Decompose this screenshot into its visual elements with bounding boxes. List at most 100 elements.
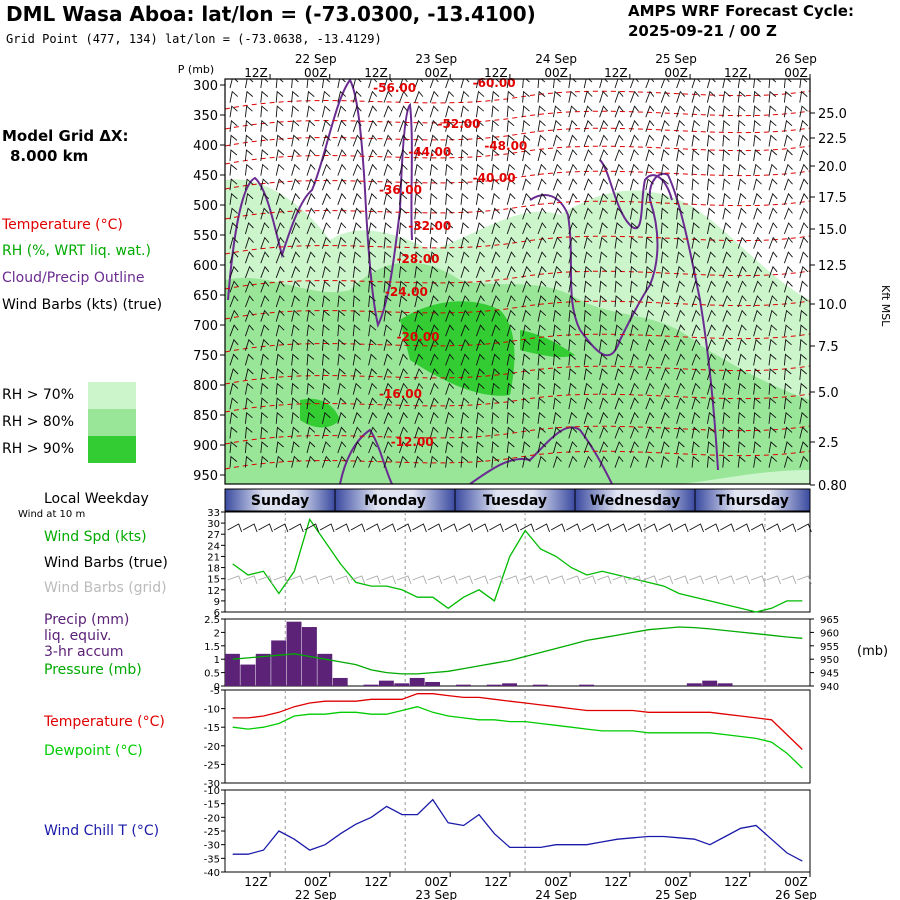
- wind-barb: [506, 134, 515, 147]
- wind-barb: [583, 207, 593, 220]
- weekday-label: Wednesday: [590, 493, 680, 509]
- wind-barb: [676, 338, 686, 351]
- wind-barb: [429, 79, 439, 89]
- wind-barb: [383, 295, 392, 308]
- wind-barb: [660, 280, 670, 293]
- wind-barb: [676, 105, 686, 118]
- wind-barb: [753, 455, 762, 468]
- wind-barb: [799, 411, 808, 424]
- wind-barb: [491, 105, 500, 118]
- wind-barb: [506, 163, 516, 176]
- wind-barb: [706, 192, 715, 205]
- wind-barb: [383, 192, 393, 205]
- wind-barb: [614, 382, 624, 395]
- wind-barb: [260, 382, 269, 395]
- temperature-contour: [225, 200, 810, 220]
- wind-barb: [568, 79, 577, 89]
- wind-barb: [583, 149, 593, 162]
- date-label-top: 24 Sep: [535, 52, 577, 66]
- wind-barb: [260, 236, 270, 249]
- wind-barb: [753, 178, 762, 191]
- wind-barb: [398, 295, 408, 308]
- wind-barb: [414, 338, 424, 351]
- surface-wind-barb-true: [258, 523, 273, 533]
- wind-barb: [260, 222, 270, 235]
- wind-barb: [398, 178, 408, 191]
- wind-barb: [429, 455, 439, 468]
- wind-barb: [614, 295, 623, 308]
- wind-barb: [506, 382, 515, 395]
- wind-barb: [706, 455, 715, 468]
- wind-barb: [352, 295, 361, 308]
- wind-barb: [506, 353, 516, 366]
- wind-barb: [321, 295, 331, 308]
- wind-barb: [491, 338, 501, 351]
- wind-barb: [398, 265, 407, 278]
- wind-barb: [506, 251, 516, 264]
- wind-barb: [337, 192, 347, 205]
- wind-barb: [445, 192, 453, 205]
- wind-barb: [383, 338, 393, 351]
- pressure-tick-label: 900: [193, 439, 218, 454]
- surface-wind-barb-grid: [335, 575, 350, 585]
- wind-barb: [460, 119, 469, 132]
- wind-barb: [799, 338, 807, 351]
- wind-barb: [383, 90, 393, 103]
- wind-barb: [244, 105, 253, 118]
- wind-barb: [629, 338, 639, 351]
- wind-barb: [645, 411, 655, 424]
- wind-barb: [753, 338, 762, 351]
- wind-barb: [398, 324, 408, 337]
- wind-barb: [429, 382, 439, 395]
- wind-barb: [660, 324, 670, 337]
- wind-barb: [383, 222, 392, 235]
- wind-barb: [614, 280, 623, 293]
- wind-barb: [414, 382, 424, 395]
- surface-wind-barb-true: [366, 523, 381, 533]
- axes-layer: 3003504004505005506006507007508008509009…: [193, 52, 847, 900]
- temperature-contour: [225, 450, 810, 470]
- wind-barb: [368, 163, 378, 176]
- wind-barb: [614, 353, 624, 366]
- wind-barb: [491, 90, 500, 103]
- wind-barb: [398, 192, 408, 205]
- wind-barb: [614, 441, 624, 454]
- wind-barb: [660, 265, 669, 278]
- wind-barb: [244, 149, 253, 162]
- rh-90-label: RH > 90%: [2, 441, 75, 457]
- rh-90-region-b: [520, 330, 575, 358]
- wind-barb: [352, 163, 362, 176]
- wind-barb: [429, 134, 439, 147]
- temperature-contour-label: -52.00: [438, 117, 481, 131]
- wind-barb: [676, 178, 684, 191]
- wind-barb: [614, 119, 624, 132]
- wind-barb: [337, 382, 346, 395]
- wind-barb: [321, 368, 330, 381]
- wind-barb: [552, 353, 561, 366]
- surface-wind-barb-grid: [412, 575, 427, 585]
- wind-barb: [475, 90, 485, 103]
- pressure-tick-label: 450: [193, 169, 218, 184]
- hour-label-top: 00Z: [784, 66, 808, 80]
- wind-barb: [321, 207, 331, 220]
- surface-wind-barb-true: [489, 523, 504, 533]
- wind-barb: [229, 353, 239, 366]
- wind-barb: [753, 397, 761, 410]
- wind-barb: [691, 280, 701, 293]
- wind-barb: [660, 411, 670, 424]
- wind-barb: [244, 265, 254, 278]
- wind-barb: [244, 309, 254, 322]
- wind-barb: [537, 295, 547, 308]
- wind-speed-label: Wind Spd (kts): [44, 529, 147, 545]
- wind-barb: [629, 119, 639, 132]
- wind-barb: [706, 353, 716, 366]
- surface-wind-barb-true: [704, 523, 720, 533]
- wind-barb: [229, 441, 238, 454]
- wind-barb: [445, 236, 454, 249]
- wind-barb: [337, 149, 347, 162]
- wind-barb: [629, 382, 639, 395]
- wind-barb: [275, 353, 284, 366]
- wind-barb: [522, 90, 530, 103]
- wind-barb: [275, 338, 285, 351]
- wind-barb: [229, 119, 238, 132]
